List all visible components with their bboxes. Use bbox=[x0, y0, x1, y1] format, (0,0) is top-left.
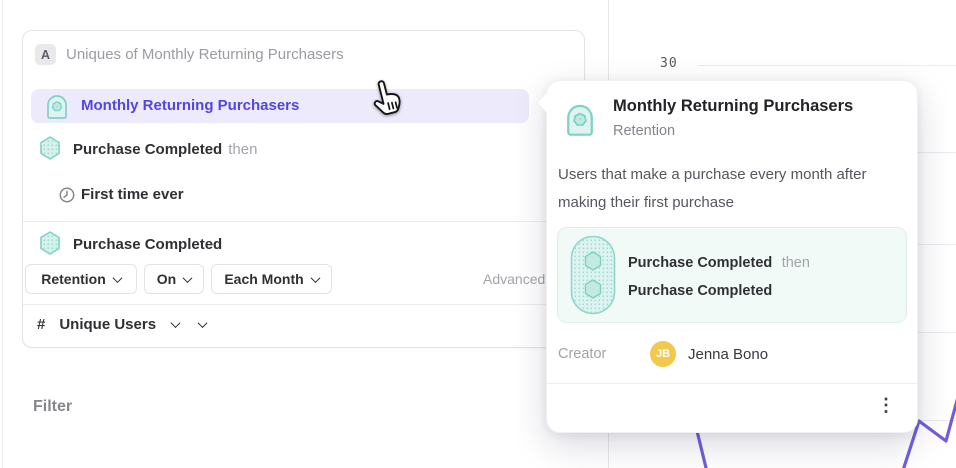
interval-dropdown[interactable]: Each Month bbox=[211, 264, 332, 294]
chevron-down-icon bbox=[112, 272, 123, 283]
event-label: Purchase Completed bbox=[73, 140, 223, 158]
row-first-time-ever[interactable]: First time ever bbox=[59, 180, 184, 208]
popover-title: Monthly Returning Purchasers bbox=[613, 97, 854, 115]
advanced-link[interactable]: Advanced bbox=[483, 271, 546, 287]
interval-label: Each Month bbox=[224, 271, 304, 287]
measured-as-dropdown[interactable]: # Unique Users bbox=[37, 310, 208, 338]
row-purchase-completed-then[interactable]: Purchase Completed then bbox=[40, 135, 258, 163]
chevron-down-icon bbox=[170, 317, 181, 328]
row-purchase-completed[interactable]: Purchase Completed bbox=[40, 230, 223, 258]
popover-subtitle: Retention bbox=[613, 123, 676, 139]
description-line-2: making their first purchase bbox=[558, 194, 734, 211]
filter-section-label: Filter bbox=[33, 398, 73, 415]
cohort-details-popover: Monthly Returning Purchasers Retention U… bbox=[535, 80, 918, 433]
avatar: JB bbox=[650, 341, 676, 367]
card-section-divider bbox=[23, 221, 584, 222]
creator-name: Jenna Bono bbox=[688, 345, 769, 363]
on-dropdown[interactable]: On bbox=[144, 264, 204, 294]
chevron-down-icon bbox=[182, 272, 193, 283]
definition-event-2: Purchase Completed bbox=[628, 283, 773, 299]
cohort-icon-large bbox=[563, 101, 597, 142]
hash-icon: # bbox=[37, 315, 46, 333]
panel-edge bbox=[2, 0, 3, 468]
retention-mode-label: Retention bbox=[41, 271, 106, 287]
creator-label: Creator bbox=[558, 346, 607, 362]
on-label: On bbox=[156, 271, 177, 287]
cohort-description: Users that make a purchase every month a… bbox=[558, 161, 898, 217]
first-time-ever-label: First time ever bbox=[81, 185, 184, 203]
definition-event-1: Purchase Completed bbox=[628, 255, 773, 271]
series-a-badge: A bbox=[35, 44, 56, 65]
query-builder-card: A Uniques of Monthly Returning Purchaser… bbox=[22, 30, 585, 348]
cohort-definition-box: Purchase Completed then Purchase Complet… bbox=[557, 227, 907, 323]
description-line-1: Users that make a purchase every month a… bbox=[558, 166, 867, 183]
card-section-divider bbox=[23, 304, 584, 305]
cohort-row-label: Monthly Returning Purchasers bbox=[81, 97, 300, 114]
card-header: A Uniques of Monthly Returning Purchaser… bbox=[35, 44, 344, 65]
popover-footer-divider bbox=[547, 383, 917, 384]
creator-row: Creator JB Jenna Bono bbox=[558, 339, 768, 369]
cohort-icon bbox=[44, 93, 70, 124]
event-hexagon-icon bbox=[39, 231, 61, 260]
card-title: Uniques of Monthly Returning Purchasers bbox=[66, 46, 344, 63]
event-suffix-then: then bbox=[228, 140, 258, 158]
chart-gridline bbox=[698, 65, 956, 66]
event-hexagon-icon bbox=[39, 136, 61, 165]
definition-text: Purchase Completed then Purchase Complet… bbox=[628, 249, 810, 305]
kebab-menu-icon[interactable]: ⋮ bbox=[877, 395, 895, 415]
retention-mode-dropdown[interactable]: Retention bbox=[25, 264, 137, 294]
definition-joiner: then bbox=[781, 255, 810, 271]
chevron-down-icon bbox=[197, 317, 208, 328]
event-label: Purchase Completed bbox=[73, 235, 223, 253]
row-monthly-returning-purchasers[interactable]: Monthly Returning Purchasers bbox=[31, 89, 529, 123]
measure-label: Unique Users bbox=[59, 315, 157, 333]
clock-icon bbox=[58, 186, 76, 209]
y-axis-tick-30: 30 bbox=[660, 56, 678, 71]
chevron-down-icon bbox=[310, 272, 321, 283]
event-sequence-pill-icon bbox=[570, 235, 616, 320]
